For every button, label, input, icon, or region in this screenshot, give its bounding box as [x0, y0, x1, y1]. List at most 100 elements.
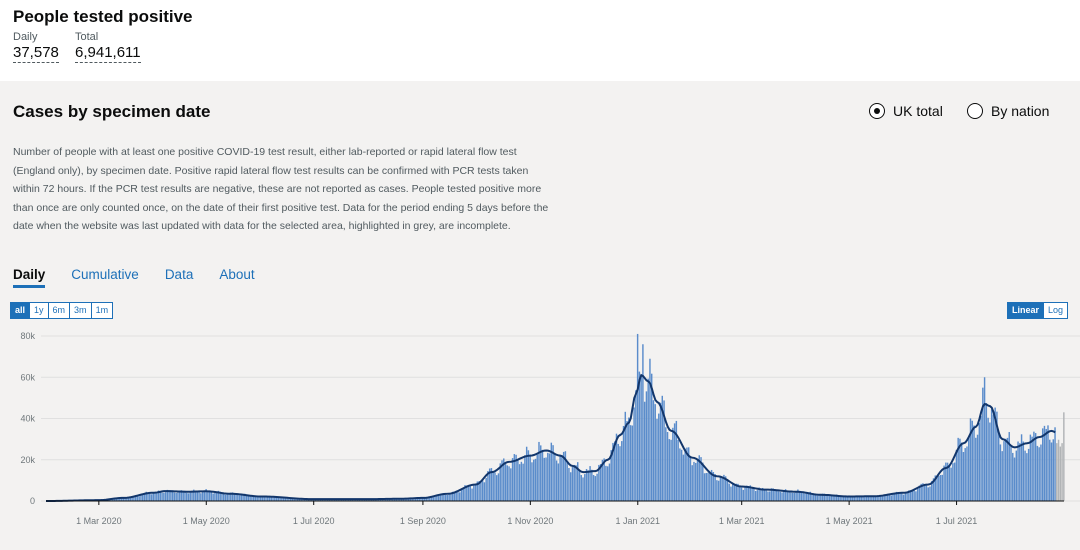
daily-bar: [268, 495, 271, 501]
daily-bar: [915, 491, 917, 501]
x-tick-label: 1 May 2020: [183, 516, 230, 526]
daily-bar: [591, 469, 593, 501]
daily-bar: [245, 495, 248, 501]
tab-daily[interactable]: Daily: [13, 267, 46, 288]
daily-bar: [131, 496, 133, 501]
daily-bar: [504, 463, 507, 501]
daily-bar: [1012, 452, 1014, 501]
daily-bar: [550, 442, 553, 501]
scale-linear-button[interactable]: Linear: [1007, 302, 1045, 319]
daily-bar: [846, 496, 848, 501]
daily-bar: [147, 493, 149, 501]
daily-bar: [890, 495, 892, 501]
daily-bar: [742, 489, 745, 501]
daily-bar: [876, 496, 878, 501]
daily-bar: [726, 478, 729, 501]
daily-bar: [492, 472, 494, 501]
daily-bar: [700, 457, 702, 501]
daily-bar: [791, 492, 794, 501]
daily-bar: [244, 493, 246, 501]
daily-bar: [980, 415, 982, 501]
incomplete-bar: [1057, 439, 1060, 501]
daily-bar: [453, 491, 456, 501]
range-1y-button[interactable]: 1y: [29, 302, 49, 319]
tab-cumulative[interactable]: Cumulative: [71, 267, 139, 282]
daily-bar: [719, 477, 722, 501]
daily-bar: [568, 468, 570, 501]
daily-bar: [487, 471, 489, 501]
daily-bar: [737, 483, 739, 501]
daily-bar: [841, 496, 843, 501]
daily-bar: [622, 425, 625, 501]
scale-log-button[interactable]: Log: [1043, 302, 1069, 319]
daily-bar: [467, 485, 470, 501]
incomplete-bar: [1061, 443, 1063, 501]
tab-data[interactable]: Data: [164, 267, 194, 282]
daily-bar: [705, 473, 708, 501]
daily-bar: [157, 490, 160, 501]
daily-bar: [832, 495, 834, 501]
daily-bar: [383, 499, 385, 501]
daily-bar: [721, 477, 723, 501]
daily-bar: [152, 493, 154, 501]
radio-uk-total[interactable]: UK total: [869, 103, 943, 119]
daily-bar: [661, 395, 663, 501]
daily-bar: [1050, 442, 1053, 501]
daily-bar: [828, 496, 831, 501]
daily-bar: [117, 498, 119, 501]
daily-bar: [800, 491, 803, 501]
radio-by-nation[interactable]: By nation: [967, 103, 1049, 119]
range-1m-button[interactable]: 1m: [90, 302, 114, 319]
range-3m-button[interactable]: 3m: [69, 302, 92, 319]
cases-card: Cases by specimen date UK total By natio…: [0, 81, 1080, 550]
daily-bar: [559, 456, 561, 501]
daily-bar: [842, 496, 845, 501]
range-6m-button[interactable]: 6m: [47, 302, 71, 319]
daily-bar: [971, 420, 973, 501]
daily-bar: [675, 420, 678, 501]
daily-bar: [282, 497, 285, 501]
daily-bar: [163, 492, 165, 501]
daily-bar: [1003, 441, 1005, 501]
daily-bar: [193, 489, 195, 501]
daily-bar: [650, 373, 653, 501]
total-value[interactable]: 6,941,611: [75, 44, 141, 63]
daily-bar: [631, 425, 634, 501]
daily-bar: [513, 454, 516, 501]
cases-chart[interactable]: 0 20k 40k 60k 80k 1 Mar 2020 1 May 2020 1 Jul …: [0, 321, 1080, 550]
daily-bar: [187, 493, 190, 501]
daily-bar: [966, 446, 968, 501]
daily-bar: [414, 497, 417, 501]
daily-bar: [441, 493, 443, 501]
daily-bar: [547, 452, 549, 501]
daily-bar: [238, 495, 241, 501]
daily-bar: [594, 476, 597, 501]
x-tick-label: 1 May 2021: [826, 516, 873, 526]
daily-bar: [506, 465, 509, 501]
daily-bar: [839, 496, 841, 501]
daily-bar: [481, 480, 484, 501]
daily-bar: [682, 454, 685, 501]
daily-bar: [1036, 445, 1039, 501]
daily-bar: [490, 468, 493, 501]
daily-bar: [865, 496, 868, 501]
daily-bar: [1008, 432, 1010, 501]
daily-bar: [601, 459, 604, 501]
tab-about[interactable]: About: [219, 267, 255, 282]
daily-bar: [772, 488, 774, 501]
range-all-button[interactable]: all: [10, 302, 31, 319]
daily-bar: [212, 493, 214, 501]
daily-bar: [786, 490, 789, 501]
daily-bar: [499, 463, 501, 501]
daily-bar: [166, 489, 169, 501]
daily-bar: [372, 499, 375, 501]
card-title: Cases by specimen date: [13, 102, 211, 121]
daily-value[interactable]: 37,578: [13, 44, 59, 63]
daily-bar: [413, 498, 415, 501]
daily-bar: [619, 446, 621, 501]
daily-bar: [532, 459, 535, 501]
daily-bar: [793, 492, 796, 501]
daily-bar: [444, 495, 447, 501]
daily-bar: [1022, 441, 1025, 501]
daily-bar: [420, 498, 422, 501]
